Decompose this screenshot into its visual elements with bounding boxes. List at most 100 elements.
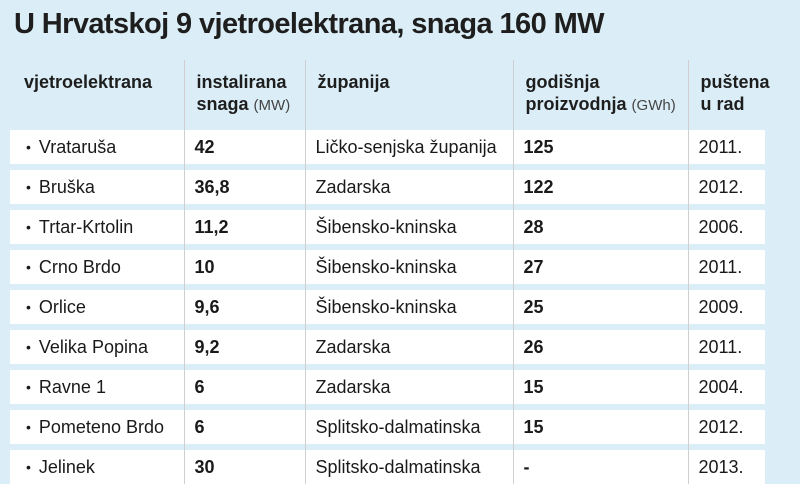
cell-year: 2011. [687, 250, 765, 284]
bullet-icon: • [26, 219, 31, 235]
cell-name: • Orlice [10, 290, 184, 324]
cell-name-text: Orlice [38, 297, 86, 317]
page-title: U Hrvatskoj 9 vjetroelektrana, snaga 160… [14, 8, 605, 40]
gap-cell [687, 404, 765, 410]
cell-capacity: 30 [183, 450, 305, 484]
gap-cell [512, 124, 688, 130]
cell-capacity-text: 10 [194, 257, 215, 277]
bullet-icon: • [26, 459, 31, 475]
gap-cell [512, 164, 688, 170]
cell-capacity-text: 9,6 [194, 297, 220, 317]
cell-capacity-text: 6 [194, 377, 205, 397]
cell-county-text: Šibensko-kninska [315, 297, 457, 317]
header-production: godišnja proizvodnja (GWh) [512, 60, 688, 124]
cell-name: • Crno Brdo [10, 250, 184, 284]
gap-cell [512, 444, 688, 450]
cell-capacity-text: 42 [194, 137, 215, 157]
cell-county-text: Zadarska [315, 377, 391, 397]
gap-cell [512, 364, 688, 370]
cell-county-text: Splitsko-dalmatinska [315, 457, 481, 477]
cell-year: 2012. [687, 170, 765, 204]
cell-county-text: Zadarska [315, 337, 391, 357]
cell-capacity: 6 [183, 370, 305, 404]
cell-production-text: 122 [523, 177, 554, 197]
table-row: • Vrataruša 42 Ličko-senjska županija 125 201… [10, 130, 765, 164]
cell-name-text: Bruška [38, 177, 95, 197]
cell-capacity: 10 [183, 250, 305, 284]
table-row: • Ravne 1 6 Zadarska 15 2004. [10, 370, 765, 404]
row-gap [10, 164, 765, 170]
cell-year-text: 2011. [698, 257, 743, 277]
cell-year-text: 2012. [698, 417, 744, 437]
cell-name: • Bruška [10, 170, 184, 204]
gap-cell [687, 204, 765, 210]
cell-county: Šibensko-kninska [304, 250, 513, 284]
cell-year: 2013. [687, 450, 765, 484]
cell-county: Splitsko-dalmatinska [304, 450, 513, 484]
bullet-icon: • [26, 339, 31, 355]
cell-year-text: 2012. [698, 177, 744, 197]
header-name: vjetroelektrana [10, 60, 184, 124]
gap-cell [687, 244, 765, 250]
cell-county-text: Šibensko-kninska [315, 217, 457, 237]
cell-name: • Vrataruša [10, 130, 184, 164]
header-capacity-line2: snaga [196, 94, 249, 114]
cell-county-text: Šibensko-kninska [315, 257, 457, 277]
row-gap [10, 364, 765, 370]
gap-cell [183, 124, 305, 130]
header-county: županija [304, 60, 513, 124]
cell-name-text: Crno Brdo [38, 257, 121, 277]
cell-capacity-text: 11,2 [194, 217, 229, 237]
cell-year-text: 2009. [698, 297, 744, 317]
cell-name: • Ravne 1 [10, 370, 184, 404]
bullet-icon: • [26, 139, 31, 155]
cell-capacity: 36,8 [183, 170, 305, 204]
cell-year-text: 2013. [698, 457, 744, 477]
cell-county: Zadarska [304, 170, 513, 204]
table-row: • Crno Brdo 10 Šibensko-kninska 27 2011. [10, 250, 765, 284]
table-row: • Bruška 36,8 Zadarska 122 2012. [10, 170, 765, 204]
cell-county: Splitsko-dalmatinska [304, 410, 513, 444]
gap-cell [304, 284, 513, 290]
gap-cell [687, 124, 765, 130]
cell-production-text: 125 [523, 137, 554, 157]
cell-year-text: 2006. [698, 217, 744, 237]
cell-name-text: Trtar-Krtolin [38, 217, 134, 237]
header-county-label: županija [317, 72, 390, 92]
gap-cell [512, 404, 688, 410]
gap-cell [687, 324, 765, 330]
gap-cell [183, 284, 305, 290]
bullet-icon: • [26, 179, 31, 195]
table-row: • Velika Popina 9,2 Zadarska 26 2011. [10, 330, 765, 364]
cell-name-text: Velika Popina [38, 337, 148, 357]
cell-name-text: Vrataruša [38, 137, 117, 157]
table-row: • Jelinek 30 Splitsko-dalmatinska - 2013. [10, 450, 765, 484]
cell-capacity: 9,6 [183, 290, 305, 324]
row-gap [10, 324, 765, 330]
bullet-icon: • [26, 419, 31, 435]
cell-production: 122 [512, 170, 688, 204]
cell-year-text: 2011. [698, 337, 743, 357]
row-gap [10, 204, 765, 210]
gap-cell [304, 204, 513, 210]
header-production-line2: proizvodnja [525, 94, 627, 114]
gap-cell [304, 244, 513, 250]
cell-year: 2006. [687, 210, 765, 244]
cell-county-text: Ličko-senjska županija [315, 137, 497, 157]
cell-county: Ličko-senjska županija [304, 130, 513, 164]
table-body: • Vrataruša 42 Ličko-senjska županija 125 201… [10, 124, 765, 484]
gap-cell [304, 404, 513, 410]
gap-cell [304, 164, 513, 170]
gap-cell [512, 244, 688, 250]
cell-county: Zadarska [304, 370, 513, 404]
cell-county: Zadarska [304, 330, 513, 364]
gap-cell [183, 444, 305, 450]
cell-production-text: 25 [523, 297, 544, 317]
cell-name-text: Pometeno Brdo [38, 417, 164, 437]
header-production-unit: (GWh) [631, 97, 676, 114]
header-capacity: instalirana snaga (MW) [183, 60, 305, 124]
cell-production: 26 [512, 330, 688, 364]
gap-cell [304, 124, 513, 130]
gap-cell [183, 204, 305, 210]
cell-production: 125 [512, 130, 688, 164]
